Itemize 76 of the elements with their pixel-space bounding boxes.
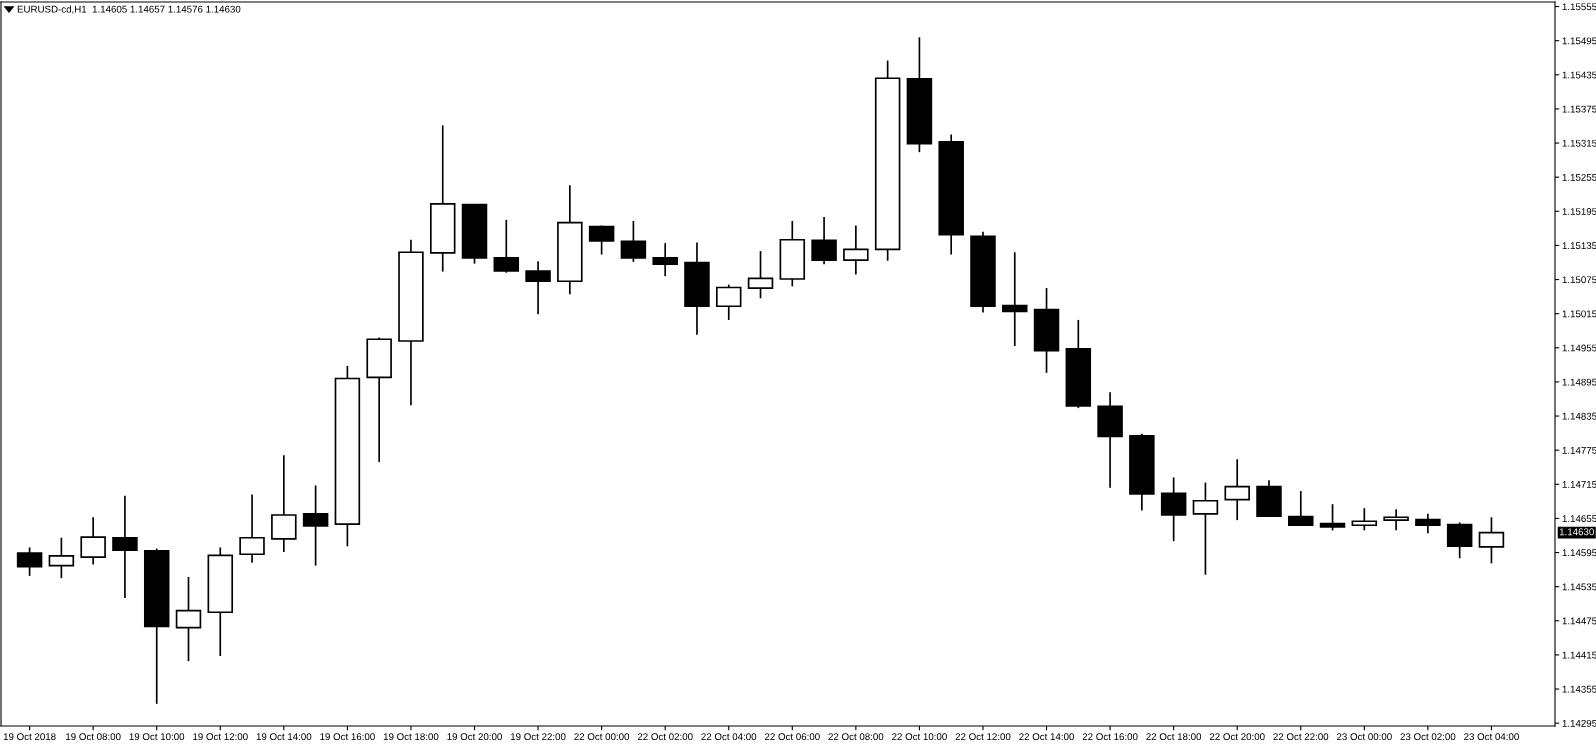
y-tick-label: 1.14595 (1562, 549, 1596, 557)
x-tick-label: 22 Oct 20:00 (1209, 733, 1265, 741)
x-tick-label: 23 Oct 02:00 (1400, 733, 1456, 741)
candlestick (302, 484, 329, 567)
x-tick-label: 19 Oct 10:00 (129, 733, 185, 741)
x-tick-label: 22 Oct 14:00 (1019, 733, 1074, 741)
candlestick (175, 576, 202, 662)
x-tick-label: 22 Oct 06:00 (764, 733, 820, 741)
x-tick-label: 19 Oct 2018 (3, 733, 56, 741)
y-tick-label: 1.14295 (1562, 719, 1596, 727)
candlestick (80, 516, 106, 566)
candlestick (48, 536, 75, 579)
x-tick-label: 22 Oct 16:00 (1082, 733, 1138, 741)
x-tick-label: 22 Oct 08:00 (828, 733, 884, 741)
x-tick-label: 19 Oct 18:00 (383, 733, 439, 741)
y-tick-label: 1.14655 (1562, 515, 1596, 523)
candlestick (1160, 476, 1187, 542)
x-tick-label: 22 Oct 04:00 (701, 733, 757, 741)
y-tick-label: 1.14355 (1562, 685, 1596, 693)
y-tick-label: 1.15135 (1562, 242, 1596, 250)
y-tick-label: 1.15495 (1562, 37, 1596, 45)
y-tick-label: 1.14535 (1562, 583, 1596, 591)
candlestick (16, 546, 43, 577)
y-tick-label: 1.15435 (1562, 71, 1596, 79)
candlestick (1351, 507, 1378, 532)
candlestick (1319, 503, 1346, 532)
x-tick-label: 19 Oct 16:00 (320, 733, 375, 741)
chart-title: EURUSD-cd,H1 1.14605 1.14657 1.14576 1.14630 (17, 5, 241, 14)
candlestick (1192, 481, 1219, 576)
candlestick (715, 283, 742, 321)
x-tick-label: 22 Oct 10:00 (892, 733, 947, 741)
candlestick (747, 250, 774, 300)
x-tick-label: 19 Oct 20:00 (447, 733, 502, 741)
x-tick-label: 22 Oct 00:00 (574, 733, 630, 741)
candlestick (811, 216, 837, 266)
x-tick-label: 22 Oct 22:00 (1273, 733, 1329, 741)
x-tick-label: 22 Oct 02:00 (637, 733, 693, 741)
candlestick (112, 494, 138, 599)
candlestick (620, 220, 647, 263)
y-tick-label: 1.14835 (1562, 412, 1596, 420)
y-tick-label: 1.14775 (1562, 447, 1596, 454)
candlestick (1446, 521, 1473, 560)
y-tick-label: 1.15315 (1562, 139, 1596, 147)
y-tick-label: 1.15015 (1562, 310, 1596, 318)
y-tick-label: 1.14715 (1562, 481, 1596, 488)
x-tick-label: 19 Oct 12:00 (193, 733, 248, 741)
candlestick (271, 454, 297, 553)
x-tick-label: 23 Oct 00:00 (1336, 733, 1392, 741)
candlestick (493, 218, 520, 274)
candlestick (1288, 490, 1314, 527)
x-tick-label: 23 Oct 04:00 (1464, 733, 1519, 741)
y-tick-label: 1.14895 (1562, 378, 1596, 386)
x-tick-label: 19 Oct 14:00 (256, 733, 312, 741)
candlestick (652, 242, 678, 277)
x-tick-label: 19 Oct 08:00 (66, 733, 121, 741)
text: 1.14630 (1559, 528, 1594, 536)
y-tick-label: 1.14475 (1562, 617, 1596, 625)
y-tick-label: 1.14955 (1562, 344, 1596, 352)
candlestick (239, 493, 265, 564)
x-tick-label: 22 Oct 12:00 (955, 733, 1011, 741)
y-tick-label: 1.15195 (1562, 208, 1596, 215)
y-tick-label: 1.15075 (1562, 276, 1596, 284)
candlestick (1002, 251, 1028, 347)
candlestick (1415, 513, 1441, 535)
y-tick-label: 1.15555 (1562, 3, 1596, 11)
candlestick (1478, 516, 1505, 565)
y-tick-label: 1.15375 (1562, 105, 1596, 113)
y-tick-label: 1.15255 (1562, 173, 1596, 181)
x-tick-label: 22 Oct 18:00 (1146, 733, 1202, 741)
candlestick (588, 224, 615, 256)
x-tick-label: 19 Oct 22:00 (510, 733, 566, 741)
candlestick (525, 260, 551, 316)
candlestick (843, 224, 869, 276)
candlestick (1224, 458, 1250, 521)
y-tick-label: 1.14415 (1562, 651, 1596, 659)
candlestick (1383, 508, 1409, 532)
